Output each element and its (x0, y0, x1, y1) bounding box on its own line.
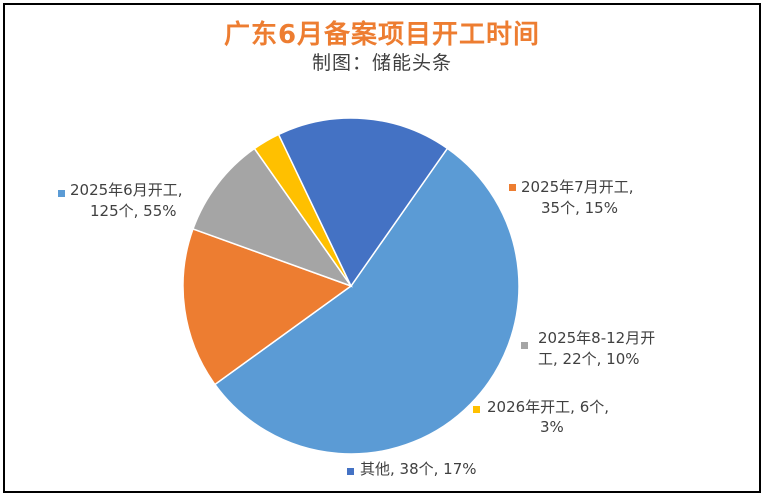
data-label-marker-5 (347, 468, 354, 475)
data-label-marker-1 (58, 190, 65, 197)
data-label-5-line-1: 其他, 38个, 17% (360, 460, 477, 478)
chart-subtitle: 制图：储能头条 (311, 52, 452, 74)
data-label-4-line-1: 2026年开工, 6个, (487, 398, 609, 416)
data-label-1-line-2: 125个, 55% (90, 202, 177, 220)
pie-slice-2 (182, 227, 353, 386)
data-label-4-line-2: 3% (540, 418, 564, 436)
data-label-marker-3 (521, 342, 528, 349)
pie-slice-5 (277, 117, 449, 288)
pie-slice-3 (192, 147, 353, 288)
chart-title: 广东6月备案项目开工时间 (223, 20, 541, 50)
data-label-marker-2 (509, 184, 516, 191)
data-label-3-line-2: 工, 22个, 10% (538, 350, 640, 368)
data-label-2-line-1: 2025年7月开工, (521, 178, 634, 196)
data-label-1-line-1: 2025年6月开工, (70, 181, 183, 199)
data-label-2-line-2: 35个, 15% (541, 199, 618, 217)
pie-slice-1 (213, 147, 520, 455)
data-label-marker-4 (473, 406, 480, 413)
data-label-3-line-1: 2025年8-12月开 (538, 329, 655, 347)
